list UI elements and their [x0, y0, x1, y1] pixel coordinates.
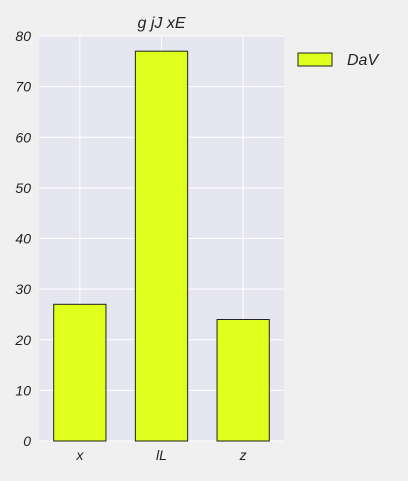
bars — [53, 50, 270, 442]
legend-label-dav: DaV — [347, 52, 379, 69]
y-axis-ticks: 0 10 20 30 40 50 60 70 80 — [14, 28, 31, 449]
y-tick-label-60: 60 — [15, 129, 31, 145]
x-tick-label-0: x — [75, 447, 84, 463]
legend: DaV — [297, 52, 379, 69]
y-tick-label-10: 10 — [15, 382, 31, 398]
y-tick-label-0: 0 — [23, 433, 31, 449]
y-tick-label-50: 50 — [15, 180, 31, 196]
y-tick-label-30: 30 — [15, 281, 31, 297]
y-tick-label-40: 40 — [15, 231, 31, 247]
bar-1 — [134, 50, 189, 442]
x-tick-label-2: z — [239, 447, 247, 463]
bar-2 — [216, 319, 270, 442]
x-tick-label-1: lL — [156, 447, 167, 463]
legend-swatch — [297, 52, 333, 67]
bar-0 — [53, 303, 107, 442]
y-tick-label-20: 20 — [14, 332, 31, 348]
y-tick-label-70: 70 — [15, 79, 31, 95]
chart-title: g jJ xE — [137, 15, 185, 32]
x-axis-ticks: x lL z — [75, 447, 246, 463]
y-tick-label-80: 80 — [15, 28, 31, 44]
